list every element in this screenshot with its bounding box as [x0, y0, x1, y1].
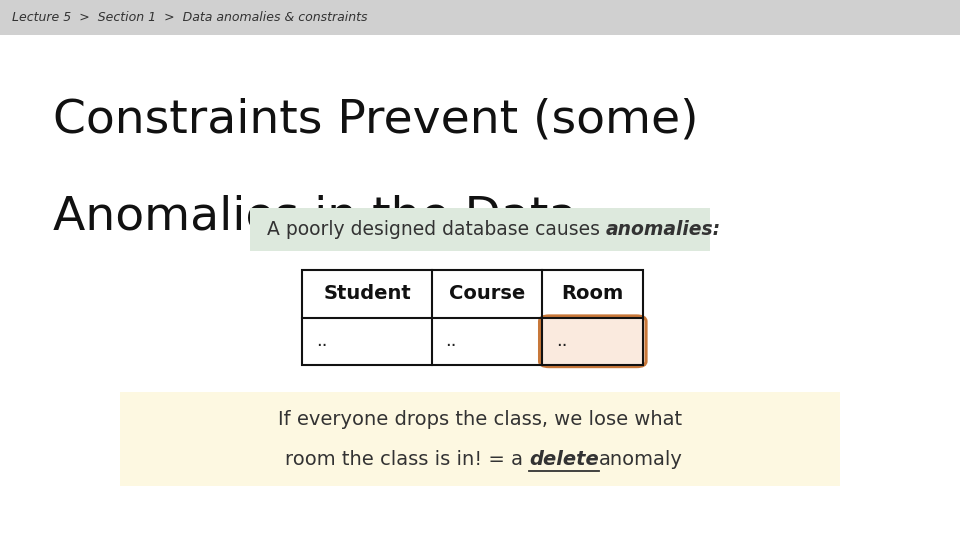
Text: Student: Student — [324, 284, 411, 303]
Text: anomaly: anomaly — [599, 450, 684, 469]
Text: Constraints Prevent (some): Constraints Prevent (some) — [53, 97, 698, 142]
Text: Room: Room — [562, 284, 624, 303]
Text: A poorly designed database causes: A poorly designed database causes — [267, 220, 606, 239]
Text: ..: .. — [556, 332, 567, 350]
Text: anomalies:: anomalies: — [606, 220, 721, 239]
Text: If everyone drops the class, we lose what: If everyone drops the class, we lose wha… — [278, 410, 682, 429]
FancyBboxPatch shape — [120, 392, 840, 486]
Text: ..: .. — [316, 332, 327, 350]
FancyBboxPatch shape — [540, 316, 646, 367]
Bar — [302, 270, 643, 365]
Bar — [0, 0, 960, 35]
Text: Anomalies in the Data: Anomalies in the Data — [53, 194, 577, 239]
Text: Course: Course — [449, 284, 525, 303]
Text: room the class is in! = a deleteanomaly: room the class is in! = a deleteanomaly — [285, 450, 675, 469]
Text: delete: delete — [529, 450, 599, 469]
Text: ..: .. — [445, 332, 457, 350]
Bar — [302, 270, 643, 365]
Text: room the class is in! = a: room the class is in! = a — [285, 450, 529, 469]
FancyBboxPatch shape — [250, 208, 710, 251]
Text: Lecture 5  >  Section 1  >  Data anomalies & constraints: Lecture 5 > Section 1 > Data anomalies &… — [12, 11, 367, 24]
